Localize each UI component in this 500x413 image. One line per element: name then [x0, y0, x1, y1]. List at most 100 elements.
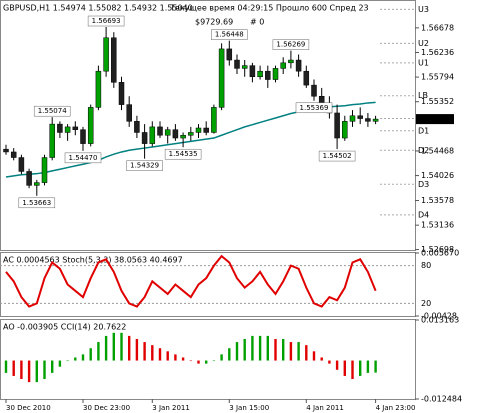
- ao-bar: [351, 360, 354, 380]
- ao-bar: [297, 342, 300, 361]
- ao-bar: [151, 345, 154, 361]
- ao-bar: [312, 351, 316, 361]
- candle-body: [111, 37, 117, 83]
- y-tick-label: 1.53136: [421, 221, 454, 230]
- y-tick-label: 80: [421, 261, 431, 270]
- annotation-box: [211, 29, 248, 40]
- level-label: LB: [418, 91, 428, 100]
- ao-bar: [51, 360, 54, 373]
- ao-bar: [104, 335, 108, 361]
- annotation: 1.54535: [169, 150, 198, 158]
- current-price-box: [416, 114, 454, 125]
- ao-bar: [212, 360, 216, 362]
- ao-bar: [243, 338, 246, 361]
- candle-body: [18, 157, 25, 172]
- candle-body: [188, 132, 194, 136]
- level-label: U3: [418, 5, 429, 14]
- main-frame: [0, 0, 416, 251]
- ao-bar: [343, 360, 346, 376]
- candle-body: [164, 129, 171, 136]
- y-tick-label: 1.55352: [421, 97, 454, 106]
- ao-bar: [135, 338, 139, 361]
- ao-bar: [81, 354, 85, 361]
- candle-body: [157, 126, 163, 136]
- chart-title: GBPUSD,H1 1.54974 1.55082 1.54932 1.5504…: [3, 4, 193, 13]
- annotation: 1.54329: [130, 162, 159, 170]
- ao-bar: [197, 360, 200, 364]
- ao-bar: [174, 354, 177, 361]
- y-tick-label: -0.012484: [421, 395, 462, 404]
- annotation: 1.55369: [300, 104, 329, 112]
- level-label: U2: [418, 39, 429, 48]
- ao-bar: [251, 335, 254, 361]
- candle-body: [72, 126, 79, 130]
- candle-body: [241, 65, 248, 69]
- annotation-box: [64, 152, 102, 164]
- candle-body: [295, 59, 302, 72]
- ao-bar: [220, 354, 223, 361]
- candle-body: [303, 70, 310, 86]
- ao-bar: [328, 360, 331, 364]
- candle-body: [203, 127, 209, 133]
- candle-body: [87, 107, 94, 144]
- y-tick-label: 1.53578: [421, 196, 454, 205]
- candle-body: [357, 115, 363, 119]
- y-tick-label: 1.54026: [421, 171, 454, 180]
- candle-body: [10, 151, 17, 158]
- annotation: 1.56693: [92, 17, 121, 25]
- ao-bar: [335, 360, 339, 370]
- ao-bar: [27, 360, 31, 383]
- candle-body: [64, 126, 71, 133]
- level-label: D1: [418, 126, 429, 135]
- ao-frame: [0, 319, 416, 400]
- annotation: 1.56269: [276, 41, 305, 49]
- annotation: 1.56448: [215, 31, 244, 39]
- ao-bar: [258, 335, 262, 361]
- x-tick-label: 30 Dec 23:00: [83, 404, 130, 412]
- ao-bar: [97, 342, 100, 361]
- ao-bar: [158, 348, 162, 361]
- y-tick-label: 1.56678: [421, 23, 454, 32]
- annotation-box: [126, 160, 163, 171]
- candle-body: [26, 171, 32, 186]
- ao-bar: [120, 332, 123, 361]
- annotation: 1.55074: [38, 107, 67, 115]
- ao-bar: [12, 360, 15, 376]
- candle-body: [95, 70, 102, 108]
- candle-body: [249, 65, 256, 78]
- candle-body: [57, 123, 63, 133]
- x-tick-label: 3 Jan 2011: [152, 404, 190, 412]
- ao-bar: [366, 360, 370, 373]
- annotation-box: [18, 197, 56, 209]
- candle-body: [3, 148, 9, 153]
- annotation-box: [318, 150, 356, 162]
- annotation-box: [295, 102, 333, 114]
- balance: $9729.69: [195, 18, 233, 27]
- y-tick-label: 0.013163: [421, 316, 459, 325]
- y-tick-label: 1.56236: [421, 48, 454, 57]
- ao-bar: [289, 342, 293, 361]
- candle-body: [172, 129, 179, 139]
- candle-body: [211, 107, 217, 133]
- candle-body: [195, 127, 202, 133]
- y-tick-label: 0.005670: [421, 249, 459, 258]
- annotation: 1.54470: [69, 154, 98, 162]
- candle-body: [372, 118, 379, 122]
- candle-body: [49, 123, 55, 158]
- ao-bar: [74, 357, 77, 361]
- annotation-box: [87, 15, 125, 27]
- candle-body: [80, 129, 86, 144]
- candle-body: [126, 104, 132, 122]
- candle-body: [118, 82, 125, 105]
- annotation: 1.54502: [323, 152, 352, 160]
- y-tick-label: 20: [421, 299, 431, 308]
- panel-title: AC 0.0004563 Stoch(5,3,3) 38.0563 40.469…: [3, 256, 183, 265]
- current-price: 1.55040: [419, 115, 452, 124]
- candle-body: [311, 84, 317, 97]
- candle-body: [41, 157, 48, 183]
- ao-bar: [35, 360, 38, 383]
- ao-bar: [66, 360, 69, 362]
- x-tick-label: 4 Jan 23:00: [376, 404, 416, 412]
